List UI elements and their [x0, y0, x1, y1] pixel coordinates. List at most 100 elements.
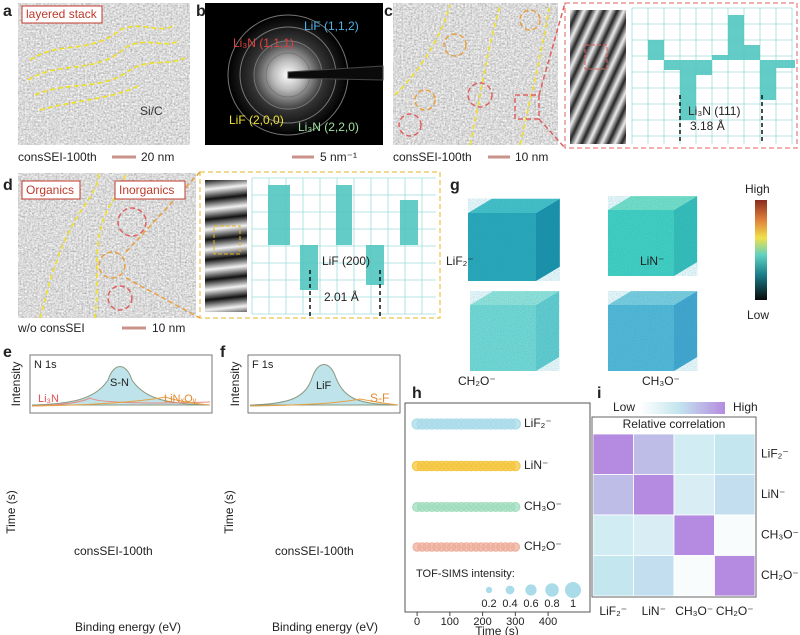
spacing: 2.01 Å: [324, 289, 359, 304]
scale: 5 nm⁻¹: [320, 150, 357, 164]
peak: [31, 396, 211, 407]
sample: consSEI-100th: [18, 150, 97, 164]
series-label: LiN⁻: [524, 458, 548, 472]
x-tick-label: 200: [473, 616, 491, 628]
panel-label: f: [220, 344, 226, 361]
outline: [519, 4, 551, 146]
region-box: [114, 180, 186, 200]
tem-image: [18, 3, 190, 145]
column-label: CH₂O⁻: [716, 604, 754, 618]
outline: [34, 57, 186, 96]
outline: [27, 39, 181, 81]
cell: [592, 555, 634, 597]
species-label: LiF₂⁻: [446, 254, 474, 268]
colorbar-label: High: [745, 182, 770, 196]
x-tick-label: 100: [441, 616, 459, 628]
scale-label: Low: [613, 400, 635, 414]
cubes: [468, 196, 698, 371]
cube-texture: [608, 291, 698, 371]
zoom-lines: [538, 2, 566, 149]
cell: [714, 555, 756, 597]
cell: [592, 474, 634, 516]
peak-label: LiF: [316, 380, 332, 392]
legend-bubble: [505, 585, 515, 595]
legend-size-label: 0.2: [481, 598, 496, 610]
ring-label: LiF (2,0,0): [229, 113, 284, 127]
ring-label: LiF (1,1,2): [304, 19, 359, 33]
legend-size-label: 0.6: [523, 598, 538, 610]
x-label: Time (s): [475, 624, 519, 635]
y-label: Time (s): [4, 490, 18, 534]
legend-size-label: 0.4: [502, 598, 517, 610]
region-label: Organics: [26, 183, 74, 197]
row-label: LiN⁻: [761, 487, 785, 501]
annotations: [39, 171, 201, 319]
column-label: LiN⁻: [642, 604, 666, 618]
zoom-lines: [125, 171, 201, 319]
x-tick-label: 300: [506, 616, 524, 628]
peak: [249, 364, 399, 406]
region-box: [21, 180, 81, 200]
tag: layered stack: [26, 7, 98, 21]
bubble: [510, 502, 521, 512]
region: [98, 251, 126, 279]
peak: [31, 366, 211, 406]
ring-label: Li₃N (1,1,1): [233, 36, 294, 50]
legend-size-label: 1: [570, 598, 576, 610]
y-label: Time (s): [222, 490, 236, 534]
y-label: Intensity: [228, 362, 242, 407]
cell: [714, 514, 756, 556]
zoom-region: [514, 94, 540, 120]
lattice: [570, 10, 626, 144]
cell: [673, 555, 715, 597]
profile: [252, 185, 438, 290]
spectrum-label: F 1s: [252, 359, 274, 371]
legend-bubble: [545, 583, 559, 597]
species-label: LiN⁻: [640, 254, 664, 268]
matrix: LiF₂⁻LiF₂⁻LiN⁻LiN⁻CH₃O⁻CH₃O⁻CH₂O⁻CH₂O⁻: [592, 433, 799, 618]
peak-label: S-F: [370, 391, 389, 405]
tag-box: [21, 5, 103, 24]
region: [443, 33, 467, 57]
species-label: CH₃O⁻: [642, 374, 680, 388]
profile: [632, 15, 795, 120]
bubble: [510, 542, 521, 552]
panel-label: i: [597, 385, 601, 402]
panel-label: e: [3, 344, 12, 361]
outline: [394, 4, 451, 96]
panel-label: g: [450, 177, 460, 194]
legend-bubble: [525, 584, 537, 596]
cell: [633, 514, 675, 556]
plane: LiF (200): [322, 254, 370, 268]
lattice: [205, 180, 247, 312]
lattice-box: [213, 225, 241, 255]
region: [414, 89, 436, 111]
series-label: LiF₂⁻: [524, 416, 552, 430]
cell: [592, 514, 634, 556]
scale: 20 nm: [141, 150, 174, 164]
cell: [673, 514, 715, 556]
panel-label: d: [3, 177, 13, 194]
ring-label: Li₃N (2,2,0): [298, 120, 359, 134]
region: [467, 82, 493, 108]
region-label: Inorganics: [119, 183, 174, 197]
layer-outline: [27, 24, 186, 111]
region: [107, 285, 133, 311]
cube-texture: [470, 291, 560, 371]
spectrum-label: N 1s: [34, 359, 57, 371]
panel-label: a: [3, 3, 12, 20]
bubble: [509, 418, 521, 430]
legend-size-label: 0.8: [544, 598, 559, 610]
outline: [39, 172, 100, 319]
column-label: LiF₂⁻: [599, 604, 627, 618]
legend-title: TOF-SIMS intensity:: [416, 568, 515, 580]
peak-label: LiNₓOᵧ: [164, 393, 197, 405]
panel-label: c: [384, 3, 393, 20]
scale: 10 nm: [152, 321, 185, 335]
cell: [673, 474, 715, 516]
scale-label: High: [733, 400, 758, 414]
legend-bubble: [485, 586, 493, 594]
cell: [673, 433, 715, 475]
